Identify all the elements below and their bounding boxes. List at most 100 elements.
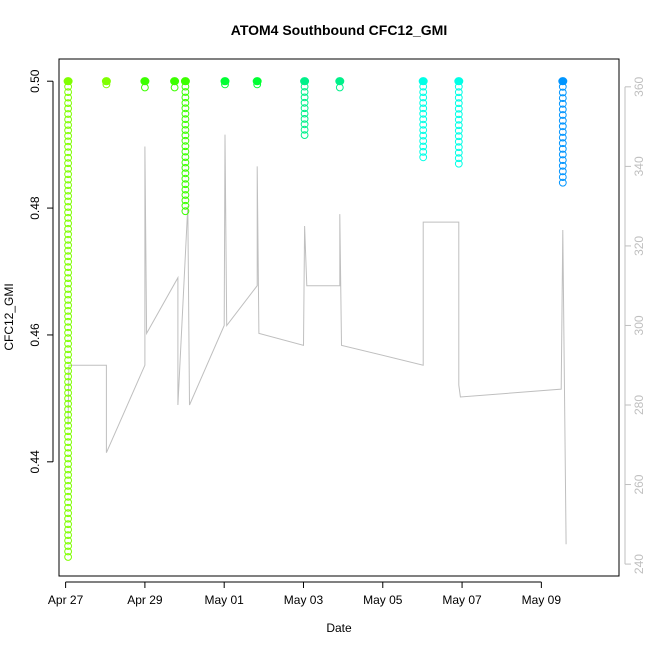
data-point [64, 482, 72, 490]
data-point [181, 207, 190, 216]
data-point [419, 126, 428, 135]
data-point [181, 191, 190, 199]
data-point [64, 99, 72, 107]
data-point [454, 115, 463, 124]
plot-frame [58, 58, 620, 577]
data-point [454, 126, 463, 135]
data-point [558, 116, 567, 125]
data-point [64, 476, 72, 485]
data-point [64, 192, 72, 200]
data-point [64, 225, 72, 233]
data-point [300, 104, 309, 113]
point-cluster [335, 77, 345, 92]
data-point [64, 241, 72, 250]
data-point [181, 88, 190, 96]
data-point [64, 279, 72, 288]
data-point [300, 93, 309, 102]
data-point [64, 104, 72, 113]
x-tick-label: May 07 [442, 593, 482, 607]
data-point [181, 109, 190, 118]
data-point [64, 372, 72, 381]
point-cluster [170, 77, 180, 92]
data-point [64, 93, 72, 102]
data-point-cap [140, 77, 150, 86]
data-point [181, 142, 190, 151]
data-point [64, 126, 72, 135]
x-tick-label: Apr 27 [48, 593, 84, 607]
x-tick-label: May 05 [363, 593, 403, 607]
y2-tick-label: 320 [632, 236, 646, 256]
data-point [64, 121, 72, 129]
data-point [454, 88, 463, 97]
data-point [64, 553, 72, 561]
data-point [300, 88, 309, 96]
y-axis-label: CFC12_GMI [2, 283, 16, 350]
data-point [558, 167, 567, 176]
data-point [64, 465, 72, 474]
point-cluster [418, 77, 428, 162]
data-point [64, 132, 72, 140]
data-point [454, 143, 463, 152]
data-point [64, 328, 72, 337]
data-point [64, 531, 72, 539]
data-point [64, 443, 72, 452]
data-point [181, 185, 190, 194]
data-point [64, 547, 72, 556]
data-point [64, 449, 72, 458]
chart-title: ATOM4 Southbound CFC12_GMI [231, 22, 447, 38]
data-point [64, 416, 72, 425]
data-point [64, 252, 72, 261]
data-point [64, 356, 72, 365]
data-point [181, 131, 190, 140]
y-tick-label: 0.50 [28, 69, 42, 93]
data-point [181, 126, 190, 134]
data-point [454, 148, 463, 157]
data-point [419, 109, 428, 118]
data-point [64, 110, 72, 118]
data-point [64, 153, 72, 162]
data-point [64, 410, 72, 419]
data-point [64, 520, 72, 529]
data-point [419, 88, 428, 96]
data-point [64, 175, 72, 184]
data-point [64, 208, 72, 217]
data-point [558, 128, 567, 136]
data-point-cap [300, 77, 310, 86]
data-point [181, 104, 190, 113]
y2-tick-label: 240 [632, 554, 646, 574]
point-cluster [220, 77, 230, 89]
data-point [558, 111, 567, 119]
data-point [419, 153, 428, 162]
data-point [64, 487, 72, 496]
data-point [64, 399, 72, 408]
data-point [181, 93, 190, 102]
data-point [181, 120, 190, 129]
data-point [558, 88, 567, 97]
data-point [64, 350, 72, 359]
data-point [181, 201, 190, 210]
data-point-cap [558, 77, 568, 86]
data-point [300, 115, 309, 123]
data-point [454, 137, 463, 146]
x-axis-label: Date [326, 621, 352, 635]
data-point [64, 290, 72, 299]
data-point [558, 173, 567, 182]
point-cluster [558, 77, 568, 187]
data-point [419, 99, 428, 107]
data-point [64, 498, 72, 507]
data-point [64, 454, 72, 463]
data-point [64, 88, 72, 96]
data-point [170, 83, 179, 92]
data-point [64, 115, 72, 124]
data-point [181, 174, 190, 183]
secondary-axis: 240 260 280 300 320 340 360 [624, 77, 646, 574]
point-cluster [63, 77, 73, 561]
data-point [454, 104, 463, 113]
data-point [64, 164, 72, 173]
data-point [64, 323, 72, 332]
data-point [64, 257, 72, 266]
data-point [454, 93, 463, 102]
x-tick-label: May 03 [284, 593, 324, 607]
data-point [64, 427, 72, 436]
data-point [181, 196, 190, 205]
